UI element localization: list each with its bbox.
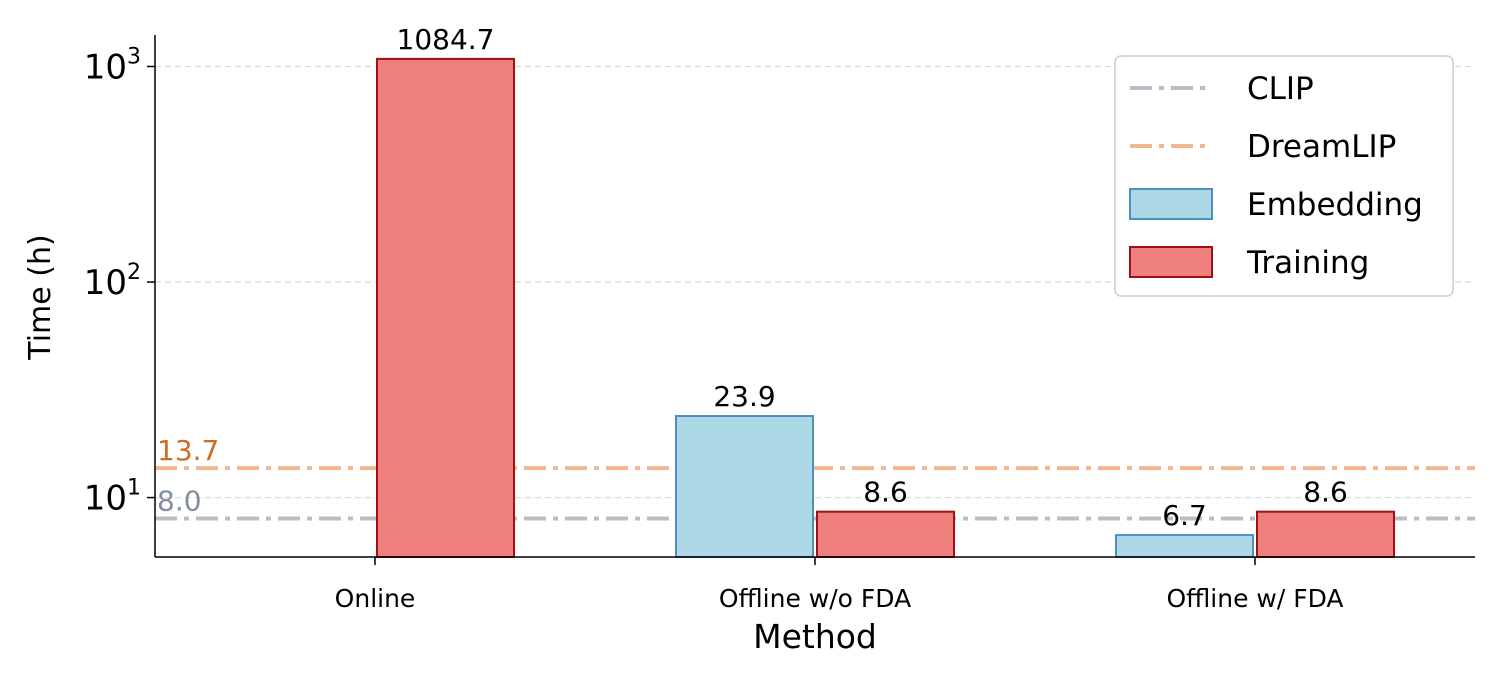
x-tick-label: Online — [335, 584, 416, 613]
bars — [376, 57, 1395, 559]
y-tick-base: 10 — [84, 47, 127, 87]
legend-swatch-training — [1129, 246, 1213, 278]
y-tick-label: 101 — [84, 476, 141, 519]
y-tick-exponent: 2 — [127, 260, 141, 285]
bar-embedding — [675, 415, 814, 559]
bar-value-label: 8.6 — [1303, 476, 1348, 509]
legend-swatch-embedding — [1129, 188, 1213, 220]
x-tick-label: Offline w/o FDA — [719, 584, 911, 613]
reference-line-label: 8.0 — [157, 484, 202, 517]
y-axis-title: Time (h) — [23, 234, 58, 360]
bar-value-label: 23.9 — [713, 380, 775, 413]
bar-value-labels: 1084.7 23.9 8.6 6.7 8.6 — [397, 23, 1348, 532]
y-tick-label: 103 — [84, 44, 141, 87]
reference-lines — [155, 466, 1475, 521]
legend-label: Embedding — [1247, 187, 1423, 223]
x-axis-title: Method — [753, 617, 877, 656]
bar-training — [816, 510, 955, 558]
y-tick-base: 10 — [84, 479, 127, 519]
bar-value-label: 6.7 — [1162, 499, 1207, 532]
y-tick-exponent: 3 — [127, 44, 141, 69]
legend: CLIP DreamLIP Embedding Training — [1114, 55, 1454, 297]
x-tick-label: Offline w/ FDA — [1166, 584, 1343, 613]
bar-value-label: 1084.7 — [397, 23, 495, 56]
bar-training — [376, 57, 515, 558]
bar-training — [1256, 510, 1395, 558]
y-tick-label: 102 — [84, 260, 141, 303]
legend-frame — [1114, 55, 1454, 297]
y-tick-exponent: 1 — [127, 476, 141, 501]
legend-label: DreamLIP — [1247, 129, 1396, 165]
reference-line-labels: 8.0 13.7 — [157, 434, 219, 517]
legend-label: Training — [1246, 245, 1369, 281]
reference-line-label: 13.7 — [157, 434, 219, 467]
x-ticks: Online Offline w/o FDA Offline w/ FDA — [335, 557, 1344, 613]
bar-value-label: 8.6 — [863, 476, 908, 509]
legend-label: CLIP — [1247, 71, 1314, 107]
bar-embedding — [1115, 534, 1254, 559]
y-tick-base: 10 — [84, 263, 127, 303]
